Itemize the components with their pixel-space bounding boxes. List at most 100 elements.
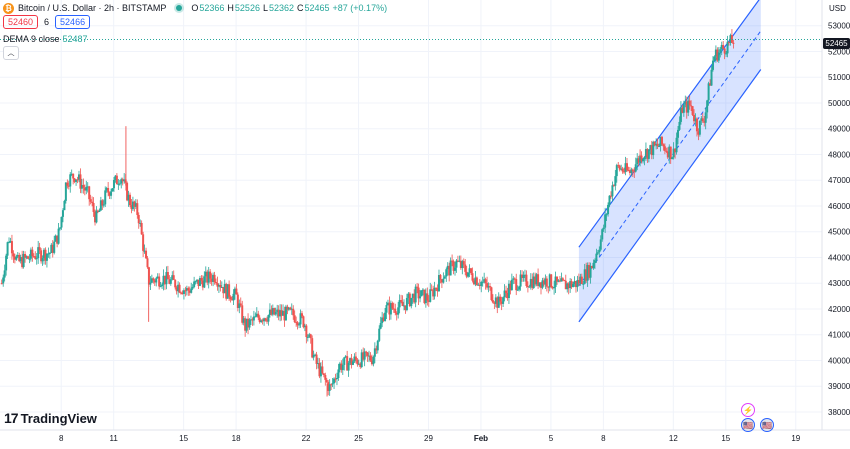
candle-body <box>475 277 478 286</box>
candle-body <box>424 293 427 304</box>
candle-body <box>627 170 630 172</box>
candle-body <box>693 114 696 122</box>
price-axis-tick-label: 43000 <box>828 279 850 288</box>
candle-body <box>150 278 153 283</box>
candle-body <box>184 290 187 292</box>
candle-body <box>282 310 285 316</box>
candle-body <box>9 241 12 243</box>
candle-body <box>242 318 245 323</box>
candle-body <box>302 316 305 328</box>
candle-body <box>572 284 575 288</box>
candle-body <box>174 279 177 288</box>
candle-body <box>429 289 432 302</box>
candle-body <box>426 293 429 301</box>
candle-body <box>59 227 62 229</box>
candle-body <box>51 244 54 253</box>
candle-body <box>120 179 123 184</box>
price-axis-tick-label: 44000 <box>828 253 850 262</box>
symbol-title[interactable]: Bitcoin / U.S. Dollar · 2h · BITSTAMP <box>18 3 167 13</box>
currency-label[interactable]: USD <box>829 4 846 13</box>
candle-body <box>523 274 526 276</box>
us-flag-event-icon[interactable]: 🇺🇸 <box>760 418 774 432</box>
candle-body <box>563 280 566 282</box>
candle-body <box>334 378 337 380</box>
lightning-event-icon[interactable]: ⚡ <box>741 403 755 417</box>
candle-body <box>43 249 46 259</box>
candle-body <box>181 292 184 294</box>
candle-body <box>295 322 298 324</box>
candle-body <box>48 252 51 254</box>
time-axis-tick-label: 8 <box>59 434 64 443</box>
candle-body <box>448 265 451 276</box>
candle-body <box>266 320 269 322</box>
candle-body <box>178 284 181 293</box>
candle-body <box>279 310 282 317</box>
candle-body <box>249 319 252 321</box>
sell-price-button[interactable]: 52460 <box>3 15 39 29</box>
candle-body <box>716 49 719 61</box>
candle-body <box>213 274 216 283</box>
candle-body <box>314 354 317 356</box>
candle-body <box>353 356 356 362</box>
candle-body <box>490 287 493 301</box>
candle-body <box>0 283 3 285</box>
candle-body <box>29 249 32 259</box>
candle-body <box>226 284 229 299</box>
candle-body <box>220 286 223 288</box>
candle-body <box>56 235 59 244</box>
candle-body <box>445 269 448 277</box>
candle-body <box>585 269 588 281</box>
candle-body <box>254 316 257 318</box>
indicator-legend[interactable]: DEMA 9 close 52487 <box>3 34 88 44</box>
buy-price-button[interactable]: 52466 <box>55 15 91 29</box>
candle-body <box>66 182 69 186</box>
candle-body <box>162 275 165 285</box>
candle-body <box>433 287 436 297</box>
candle-body <box>299 313 302 325</box>
candle-body <box>583 269 586 284</box>
us-flag-event-icon[interactable]: 🇺🇸 <box>741 418 755 432</box>
candle-body <box>15 256 18 260</box>
candle-body <box>621 168 624 172</box>
candle-body <box>491 300 494 303</box>
candle-body <box>659 136 662 147</box>
candle-body <box>653 141 656 146</box>
tradingview-logo[interactable]: 17 TradingView <box>4 410 97 426</box>
candle-body <box>408 293 411 307</box>
candle-body <box>280 310 283 316</box>
collapse-legend-chevron-up-icon[interactable]: ︿ <box>3 46 19 60</box>
candle-body <box>442 278 445 283</box>
candle-body <box>540 282 543 288</box>
candle-body <box>674 148 677 153</box>
candle-body <box>311 338 314 358</box>
candle-body <box>330 384 333 386</box>
candle-body <box>139 222 142 224</box>
candle-body <box>130 205 133 210</box>
candle-body <box>398 300 401 308</box>
indicator-value: 52487 <box>62 34 88 44</box>
candle-body <box>707 83 710 101</box>
candle-body <box>28 258 31 260</box>
candle-body <box>669 146 672 160</box>
candle-body <box>732 42 735 44</box>
candle-body <box>2 277 5 284</box>
candle-body <box>126 182 129 201</box>
candle-body <box>531 278 534 289</box>
candle-body <box>529 278 532 287</box>
candle-body <box>542 280 545 285</box>
candle-body <box>196 279 199 282</box>
last-price-tag: 52465 <box>823 38 850 49</box>
candle-body <box>104 190 107 205</box>
candle-body <box>545 278 548 287</box>
candle-body <box>305 325 308 338</box>
candle-body <box>77 174 80 180</box>
candle-body <box>717 52 720 61</box>
candle-body <box>19 257 22 262</box>
candle-body <box>554 276 557 287</box>
price-axis-tick-label: 50000 <box>828 99 850 108</box>
candle-body <box>430 289 433 291</box>
candle-body <box>592 262 595 269</box>
candle-body <box>168 279 171 284</box>
candle-body <box>413 293 416 303</box>
